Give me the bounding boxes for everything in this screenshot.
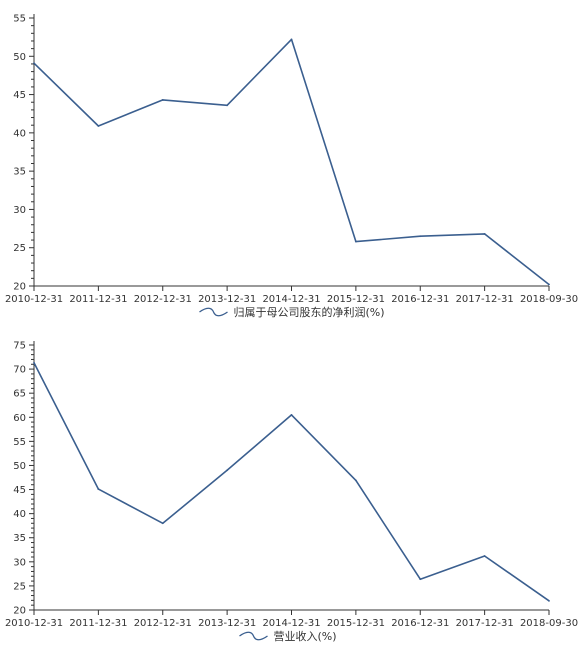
y-tick-label: 35	[13, 533, 26, 544]
y-tick-label: 25	[13, 581, 26, 592]
x-tick-label: 2016-12-31	[391, 294, 449, 305]
series-line	[33, 38, 550, 286]
x-tick-label: 2013-12-31	[198, 618, 256, 629]
data-point	[354, 240, 357, 243]
chart-revenue: 20 25 30 35 40 45 50 55 60 65 70 75 2010-12-31 2011-1…	[5, 341, 578, 644]
x-tick-label: 2015-12-31	[327, 618, 385, 629]
y-tick-label: 30	[13, 205, 26, 216]
y-tick-label: 50	[13, 52, 26, 63]
x-tick-label: 2010-12-31	[5, 618, 63, 629]
x-tick-label: 2017-12-31	[456, 294, 514, 305]
data-point	[419, 235, 422, 238]
data-point	[33, 62, 35, 65]
y-tick-label: 30	[13, 557, 26, 568]
data-point	[483, 555, 486, 557]
x-tick-label: 2018-09-30	[520, 618, 578, 629]
x-tick-label: 2016-12-31	[391, 618, 449, 629]
legend-line-icon	[239, 631, 268, 641]
x-tick-label: 2010-12-31	[5, 294, 63, 305]
x-tick-label: 2011-12-31	[69, 618, 127, 629]
y-tick-label: 20	[13, 606, 26, 617]
x-tick-label: 2017-12-31	[456, 618, 514, 629]
data-point	[548, 283, 550, 286]
data-point	[161, 522, 164, 525]
y-tick-label: 45	[13, 90, 26, 101]
y-tick-label: 40	[13, 128, 26, 139]
y-tick-label: 65	[13, 389, 26, 400]
data-point	[483, 233, 486, 235]
data-point	[290, 413, 293, 416]
data-point	[290, 38, 293, 41]
series-line	[33, 362, 550, 602]
x-tick-label: 2013-12-31	[198, 294, 256, 305]
y-tick-label: 75	[13, 341, 26, 352]
x-tick-label: 2014-12-31	[262, 618, 320, 629]
y-tick-label: 70	[13, 365, 26, 376]
data-point	[226, 104, 229, 107]
x-tick-label: 2012-12-31	[134, 294, 192, 305]
x-tick-label: 2012-12-31	[134, 618, 192, 629]
legend-label[interactable]: 归属于母公司股东的净利润(%)	[234, 305, 385, 319]
data-point	[97, 125, 100, 127]
y-tick-label: 55	[13, 14, 26, 25]
data-point	[33, 361, 35, 364]
x-tick-label: 2015-12-31	[327, 294, 385, 305]
y-tick-label: 60	[13, 413, 26, 424]
y-tick-label: 40	[13, 509, 26, 520]
x-tick-label: 2011-12-31	[69, 294, 127, 305]
x-tick-label: 2018-09-30	[520, 294, 578, 305]
y-tick-label: 45	[13, 485, 26, 496]
y-tick-label: 50	[13, 461, 26, 472]
legend-label[interactable]: 营业收入(%)	[274, 629, 337, 643]
data-point	[97, 488, 100, 490]
x-tick-label: 2014-12-31	[262, 294, 320, 305]
data-point	[161, 99, 164, 101]
y-tick-label: 20	[13, 282, 26, 293]
data-point	[354, 479, 357, 482]
legend-line-icon	[199, 307, 228, 317]
data-point	[548, 599, 550, 602]
y-tick-label: 55	[13, 437, 26, 448]
chart-net-profit: 20 25 30 35 40 45 50 55 2010-12-31 2011-12-31 2012…	[5, 14, 578, 320]
y-tick-label: 25	[13, 243, 26, 254]
data-point	[226, 469, 229, 472]
y-tick-label: 35	[13, 167, 26, 178]
data-point	[419, 578, 422, 581]
